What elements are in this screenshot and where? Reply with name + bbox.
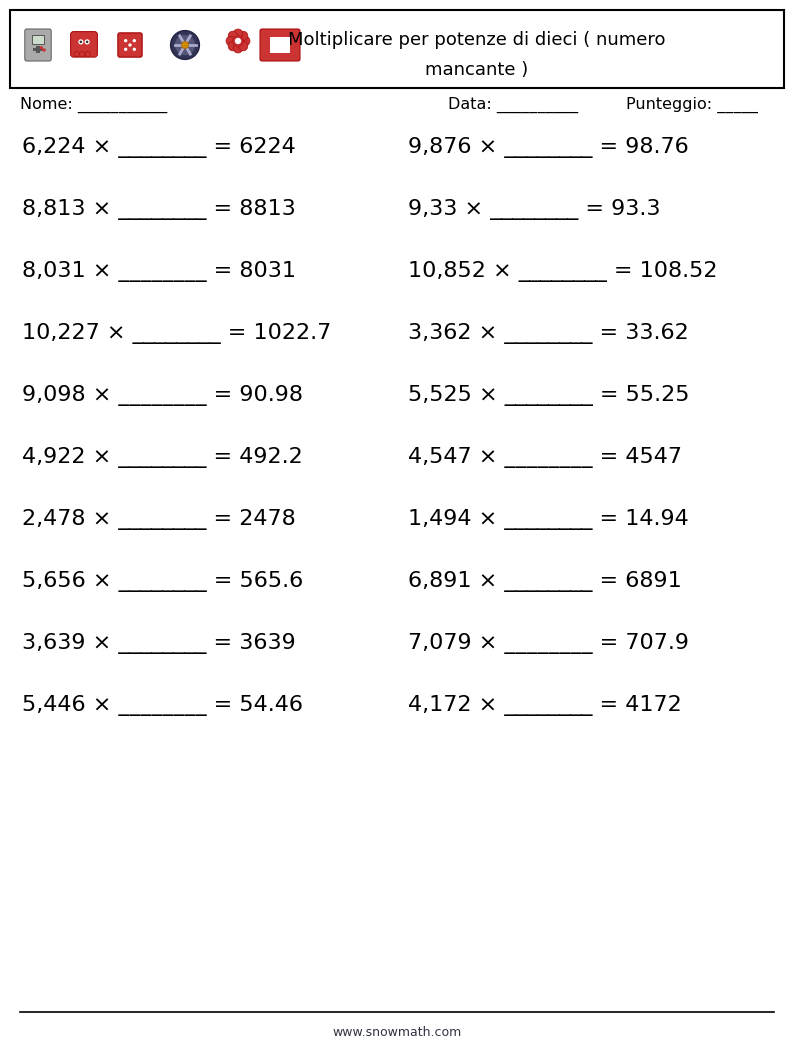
Text: 6,224 × ________ = 6224: 6,224 × ________ = 6224 xyxy=(22,137,295,158)
Circle shape xyxy=(226,36,235,45)
Text: 10,227 × ________ = 1022.7: 10,227 × ________ = 1022.7 xyxy=(22,322,331,343)
Text: 1,494 × ________ = 14.94: 1,494 × ________ = 14.94 xyxy=(408,509,688,530)
Circle shape xyxy=(43,48,46,52)
FancyBboxPatch shape xyxy=(25,29,51,61)
Text: www.snowmath.com: www.snowmath.com xyxy=(333,1027,461,1039)
Bar xyxy=(33,47,43,52)
Text: 9,098 × ________ = 90.98: 9,098 × ________ = 90.98 xyxy=(22,384,303,405)
Text: 3,639 × ________ = 3639: 3,639 × ________ = 3639 xyxy=(22,633,295,654)
Circle shape xyxy=(129,43,132,46)
Circle shape xyxy=(133,47,136,51)
Circle shape xyxy=(74,52,79,57)
Text: mancante ): mancante ) xyxy=(426,61,529,79)
Circle shape xyxy=(233,36,243,46)
Circle shape xyxy=(235,38,241,44)
Text: 8,813 × ________ = 8813: 8,813 × ________ = 8813 xyxy=(22,199,295,219)
Circle shape xyxy=(85,52,91,57)
Circle shape xyxy=(175,35,195,56)
FancyBboxPatch shape xyxy=(260,29,300,61)
Text: 9,33 × ________ = 93.3: 9,33 × ________ = 93.3 xyxy=(408,199,661,219)
Circle shape xyxy=(238,41,248,51)
Bar xyxy=(36,45,40,54)
Circle shape xyxy=(241,36,250,45)
Circle shape xyxy=(228,41,237,51)
Text: 4,547 × ________ = 4547: 4,547 × ________ = 4547 xyxy=(408,446,682,468)
Circle shape xyxy=(238,32,248,40)
Text: 4,172 × ________ = 4172: 4,172 × ________ = 4172 xyxy=(408,695,682,715)
Text: Data: __________: Data: __________ xyxy=(448,97,578,113)
Circle shape xyxy=(171,31,199,59)
Circle shape xyxy=(84,39,90,44)
Text: Punteggio: _____: Punteggio: _____ xyxy=(626,97,758,113)
Bar xyxy=(32,35,44,43)
Circle shape xyxy=(228,32,237,40)
Text: 4,922 × ________ = 492.2: 4,922 × ________ = 492.2 xyxy=(22,446,303,468)
Circle shape xyxy=(233,43,243,53)
Circle shape xyxy=(86,41,88,43)
FancyBboxPatch shape xyxy=(270,37,290,53)
Circle shape xyxy=(233,29,243,38)
Circle shape xyxy=(79,41,83,43)
FancyBboxPatch shape xyxy=(118,33,142,57)
Text: Nome: ___________: Nome: ___________ xyxy=(20,97,168,113)
Circle shape xyxy=(40,46,43,49)
Text: 9,876 × ________ = 98.76: 9,876 × ________ = 98.76 xyxy=(408,137,688,158)
Text: 2,478 × ________ = 2478: 2,478 × ________ = 2478 xyxy=(22,509,295,530)
Circle shape xyxy=(181,41,189,48)
Text: 5,446 × ________ = 54.46: 5,446 × ________ = 54.46 xyxy=(22,695,303,715)
Text: 5,525 × ________ = 55.25: 5,525 × ________ = 55.25 xyxy=(408,384,689,405)
Text: 8,031 × ________ = 8031: 8,031 × ________ = 8031 xyxy=(22,260,296,281)
Bar xyxy=(10,9,784,88)
Text: 7,079 × ________ = 707.9: 7,079 × ________ = 707.9 xyxy=(408,633,689,654)
Circle shape xyxy=(79,39,83,44)
Text: 5,656 × ________ = 565.6: 5,656 × ________ = 565.6 xyxy=(22,571,303,592)
Text: 3,362 × ________ = 33.62: 3,362 × ________ = 33.62 xyxy=(408,322,688,343)
Circle shape xyxy=(124,39,127,42)
Text: Moltiplicare per potenze di dieci ( numero: Moltiplicare per potenze di dieci ( nume… xyxy=(288,31,665,49)
Text: 6,891 × ________ = 6891: 6,891 × ________ = 6891 xyxy=(408,571,682,592)
Circle shape xyxy=(133,39,136,42)
Circle shape xyxy=(79,52,85,57)
Text: 10,852 × ________ = 108.52: 10,852 × ________ = 108.52 xyxy=(408,260,718,281)
Circle shape xyxy=(124,47,127,51)
FancyBboxPatch shape xyxy=(71,32,98,57)
